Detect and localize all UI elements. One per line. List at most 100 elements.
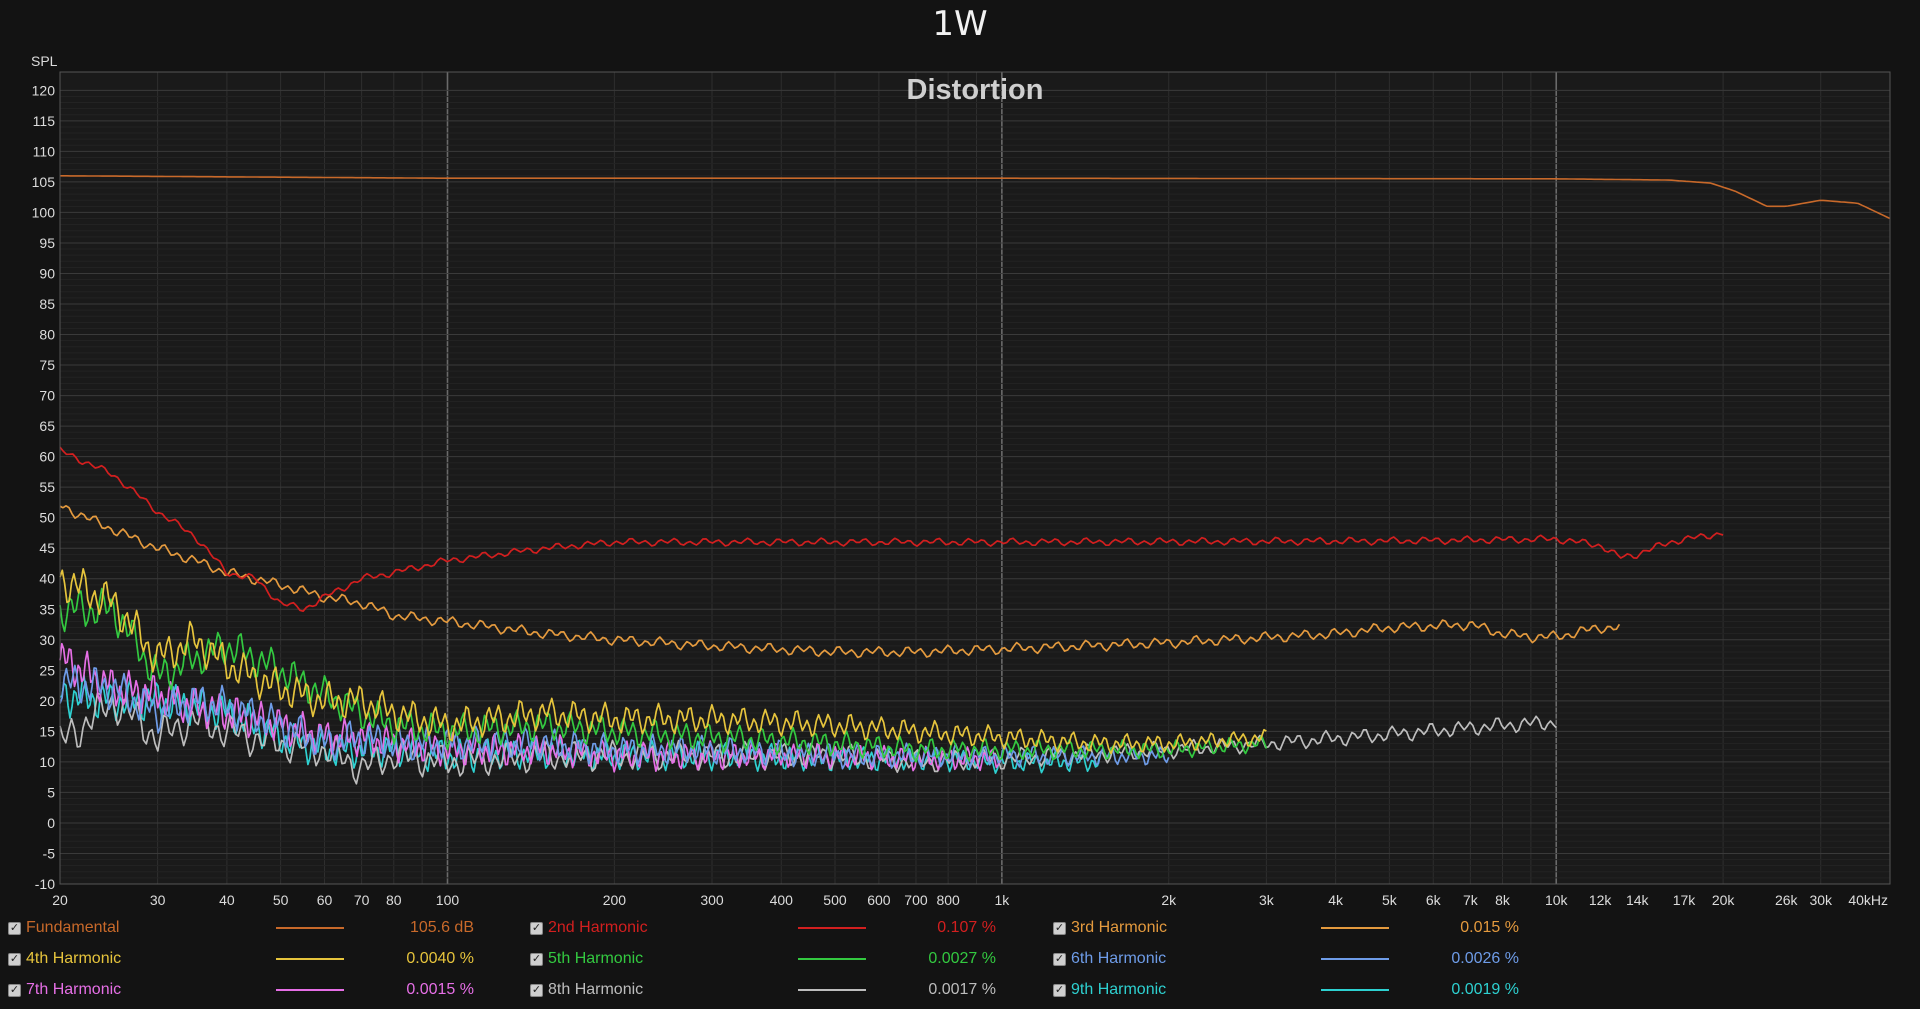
series-lines	[59, 175, 1891, 785]
legend-checkbox[interactable]: ✓	[1053, 983, 1066, 997]
legend-checkbox[interactable]: ✓	[8, 921, 21, 935]
legend-line-sample	[798, 958, 866, 960]
x-tick-label: 7k	[1463, 892, 1479, 908]
legend-series-value: 0.015 %	[1460, 919, 1519, 936]
legend-series-value: 105.6 dB	[409, 919, 474, 936]
x-tick-label: 14k	[1626, 892, 1650, 908]
series-line	[59, 642, 1003, 773]
legend-entry: ✓ 4th Harmonic 0.0040 %	[8, 945, 474, 973]
x-tick-label: 4k	[1328, 892, 1344, 908]
legend-line-sample	[276, 989, 344, 991]
y-tick-label: 50	[39, 510, 55, 526]
y-tick-label: 40	[39, 571, 55, 587]
x-tick-label: 8k	[1495, 892, 1511, 908]
x-tick-label: 30	[150, 892, 166, 908]
x-tick-label: 400	[770, 892, 794, 908]
x-tick-label: 5k	[1382, 892, 1398, 908]
y-tick-label: 75	[39, 357, 55, 373]
legend-entry: ✓ 2nd Harmonic 0.107 %	[530, 914, 996, 942]
chart-header-title: 1W	[932, 4, 988, 44]
legend-series-value: 0.0019 %	[1451, 981, 1519, 998]
x-tick-label: 12k	[1589, 892, 1613, 908]
legend-series-name: 2nd Harmonic	[548, 919, 648, 936]
legend-line-sample	[798, 927, 866, 929]
y-tick-label: 70	[39, 388, 55, 404]
y-tick-label: -5	[43, 845, 56, 861]
x-tick-label: 700	[904, 892, 928, 908]
y-tick-label: 5	[47, 784, 55, 800]
x-tick-label: 10k	[1545, 892, 1569, 908]
legend-entry: ✓ 5th Harmonic 0.0027 %	[530, 945, 996, 973]
legend-series-name: 8th Harmonic	[548, 981, 644, 998]
legend-checkbox[interactable]: ✓	[8, 952, 21, 966]
series-line	[59, 446, 1724, 613]
legend-line-sample	[1321, 927, 1389, 929]
y-tick-label: 95	[39, 235, 55, 251]
legend-series-value: 0.0027 %	[928, 950, 996, 967]
y-tick-label: 90	[39, 265, 55, 281]
legend-series-name: 9th Harmonic	[1071, 981, 1167, 998]
legend-checkbox[interactable]: ✓	[8, 983, 21, 997]
x-tick-label: 40	[219, 892, 235, 908]
x-tick-label: 600	[867, 892, 891, 908]
legend-series-name: 6th Harmonic	[1071, 950, 1167, 967]
legend-series-value: 0.0017 %	[928, 981, 996, 998]
y-tick-labels: 1201151101051009590858075706560555045403…	[32, 82, 56, 892]
legend-series-name: 4th Harmonic	[26, 950, 122, 967]
y-tick-label: 85	[39, 296, 55, 312]
legend-series-value: 0.0015 %	[406, 981, 474, 998]
legend-checkbox[interactable]: ✓	[530, 952, 543, 966]
x-tick-label: 300	[700, 892, 724, 908]
legend-line-sample	[1321, 958, 1389, 960]
chart-title: Distortion	[907, 74, 1044, 106]
series-line	[59, 587, 1268, 763]
series-line	[60, 175, 1891, 220]
legend-line-sample	[1321, 989, 1389, 991]
x-tick-label: 26k	[1775, 892, 1799, 908]
y-tick-label: 115	[33, 113, 56, 129]
legend-series-name: 7th Harmonic	[26, 981, 122, 998]
series-line	[59, 567, 1267, 755]
y-tick-label: 120	[32, 82, 56, 98]
y-tick-label: 25	[39, 662, 55, 678]
y-tick-label: 15	[39, 723, 55, 739]
x-tick-label: 2k	[1161, 892, 1177, 908]
y-tick-label: 60	[39, 449, 55, 465]
y-axis-label: SPL	[31, 53, 58, 69]
x-tick-label: 200	[603, 892, 627, 908]
x-tick-label: 20	[52, 892, 68, 908]
y-tick-label: 20	[39, 693, 55, 709]
legend-entry: ✓ 9th Harmonic 0.0019 %	[1053, 976, 1519, 1004]
legend-series-value: 0.0026 %	[1451, 950, 1519, 967]
y-tick-label: 35	[39, 601, 55, 617]
y-tick-label: 110	[33, 143, 56, 159]
x-tick-label: 30k	[1809, 892, 1833, 908]
legend-checkbox[interactable]: ✓	[1053, 921, 1066, 935]
legend-series-value: 0.107 %	[937, 919, 996, 936]
x-tick-label: 100	[436, 892, 460, 908]
x-tick-label: 800	[936, 892, 960, 908]
x-tick-label: 60	[317, 892, 333, 908]
x-tick-label: 3k	[1259, 892, 1275, 908]
legend-entry: ✓ 8th Harmonic 0.0017 %	[530, 976, 996, 1004]
legend-series-name: 5th Harmonic	[548, 950, 644, 967]
legend-series-value: 0.0040 %	[406, 950, 474, 967]
x-tick-label: 80	[386, 892, 402, 908]
legend-entry: ✓ 3rd Harmonic 0.015 %	[1053, 914, 1519, 942]
x-tick-label: 20k	[1712, 892, 1736, 908]
legend-checkbox[interactable]: ✓	[530, 983, 543, 997]
x-tick-label: 70	[354, 892, 370, 908]
legend-checkbox[interactable]: ✓	[1053, 952, 1066, 966]
legend-entry: ✓ 6th Harmonic 0.0026 %	[1053, 945, 1519, 973]
x-tick-label: 50	[273, 892, 289, 908]
legend-series-name: 3rd Harmonic	[1071, 919, 1168, 936]
y-tick-label: 30	[39, 632, 55, 648]
legend-line-sample	[798, 989, 866, 991]
y-tick-label: 45	[39, 540, 55, 556]
legend-line-sample	[276, 927, 344, 929]
y-tick-label: 105	[32, 174, 56, 190]
y-tick-label: 55	[39, 479, 55, 495]
y-tick-label: -10	[35, 876, 55, 892]
legend-checkbox[interactable]: ✓	[530, 921, 543, 935]
y-tick-label: 10	[39, 754, 55, 770]
